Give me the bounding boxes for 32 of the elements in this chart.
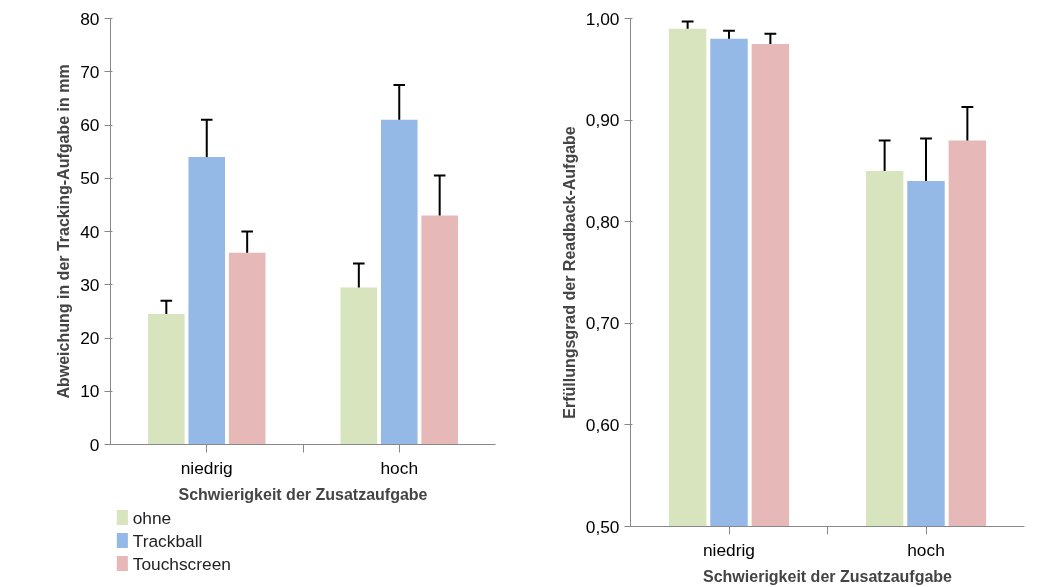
bar [340, 287, 378, 445]
bar [228, 252, 266, 445]
y-tick-label: 50 [80, 168, 100, 189]
x-axis-title: Schwierigkeit der Zusatzaufgabe [703, 567, 953, 585]
y-tick-label: 10 [80, 381, 100, 402]
legend-label: Touchscreen [132, 553, 231, 574]
x-tick-label: hoch [907, 539, 945, 560]
legend-label: ohne [132, 507, 172, 528]
bar [148, 314, 185, 445]
y-axis-title: Erfüllungsgrad der Readback-Aufgabe [560, 126, 578, 419]
y-tick-label: 70 [80, 61, 100, 82]
y-tick-label: 80 [80, 8, 100, 29]
y-tick-label: 0,60 [585, 414, 620, 435]
x-tick-label: hoch [380, 457, 419, 478]
y-tick-label: 0,80 [585, 211, 620, 232]
y-tick-label: 0,90 [585, 110, 620, 131]
legend-label: Trackball [132, 530, 203, 551]
bar [421, 215, 458, 445]
y-tick-label: 1,00 [585, 8, 620, 29]
y-tick-label: 40 [80, 221, 100, 242]
y-tick-label: 20 [80, 328, 100, 348]
bar [380, 119, 418, 445]
y-tick-label: 0,70 [585, 313, 620, 334]
bar [188, 156, 226, 445]
y-axis-title: Abweichung in der Tracking-Aufgabe in mm [55, 64, 73, 399]
y-tick-label: 0 [89, 434, 100, 455]
x-tick-label: niedrig [180, 457, 233, 478]
y-tick-label: 60 [80, 115, 100, 135]
x-tick-label: niedrig [702, 539, 756, 560]
x-axis-title: Schwierigkeit der Zusatzaufgabe [178, 485, 428, 503]
y-tick-label: 0,50 [585, 516, 620, 537]
y-tick-label: 30 [80, 274, 100, 295]
